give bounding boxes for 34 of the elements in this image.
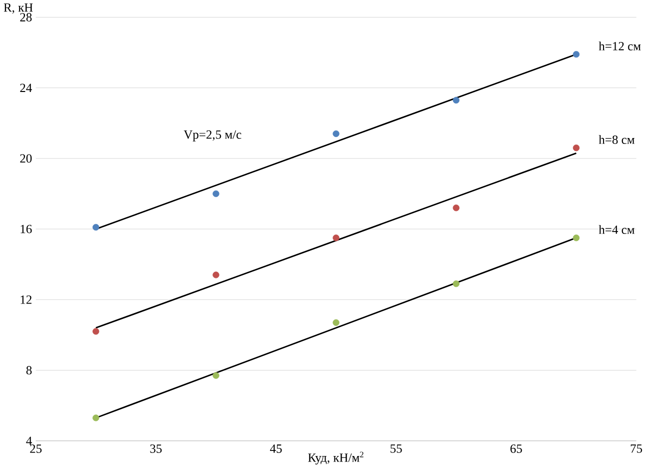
x-tick-label: 65 [510, 444, 522, 453]
y-tick-label: 16 [20, 224, 32, 234]
y-axis-title: R, кН [4, 3, 33, 14]
y-tick-label: 28 [20, 13, 32, 22]
point [332, 130, 340, 138]
series-label: h=12 см [598, 42, 641, 50]
point [92, 414, 100, 422]
point [212, 372, 220, 379]
point [212, 272, 220, 278]
annotation: Vp=2,5 м/с [184, 130, 242, 142]
point [212, 190, 220, 198]
point [572, 234, 580, 242]
point [332, 234, 340, 242]
point [452, 96, 460, 104]
point [92, 224, 100, 231]
series-label: h=4 см [598, 225, 634, 234]
x-tick-label: 55 [390, 444, 402, 453]
point [452, 204, 460, 212]
x-axis-title: Куд, кН/м$^{2}$ [308, 452, 364, 464]
point [92, 328, 100, 335]
y-tick-label: 8 [26, 366, 32, 374]
y-tick-label: 4 [26, 436, 32, 445]
point [572, 144, 580, 152]
x-tick-label: 45 [270, 444, 282, 453]
point [332, 319, 340, 326]
point [452, 280, 460, 288]
x-tick-label: 25 [30, 444, 42, 453]
series-label: h=8 см [598, 135, 634, 144]
x-tick-label: 75 [630, 444, 642, 453]
point [572, 51, 580, 58]
y-tick-label: 20 [20, 154, 32, 163]
y-tick-label: 24 [20, 84, 32, 92]
x-tick-label: 35 [150, 444, 162, 453]
y-tick-label: 12 [20, 296, 32, 304]
